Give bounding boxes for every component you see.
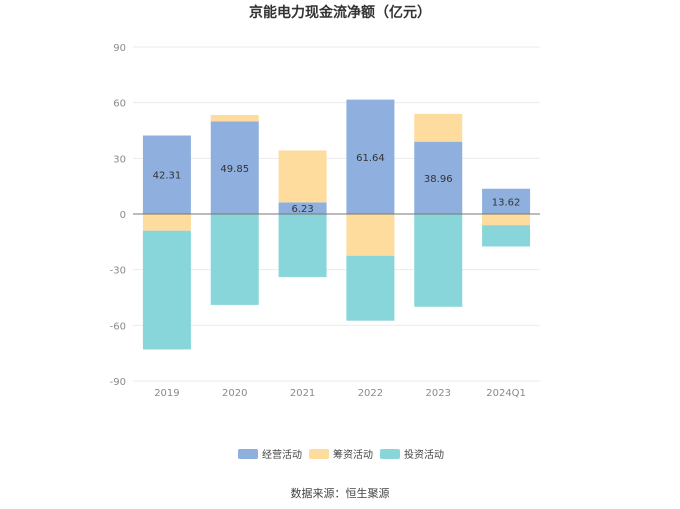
x-tick-label: 2020 [222,388,247,399]
y-tick-label: -30 [110,266,126,277]
y-tick-label: 90 [113,43,126,54]
data-label: 13.62 [492,197,521,208]
y-tick-label: -90 [110,377,126,388]
bar-1-2020 [210,115,259,122]
bar-2-2022 [346,255,395,321]
bar-2-2020 [210,214,259,305]
x-tick-label: 2021 [290,388,315,399]
legend: 经营活动 筹资活动 投资活动 [238,448,444,461]
legend-swatch [380,449,400,459]
bar-2-2023 [414,214,463,307]
grid-lines [133,46,540,382]
legend-label: 经营活动 [262,448,302,461]
data-label: 61.64 [356,153,385,164]
legend-swatch [309,449,329,459]
bar-0-2021 [278,202,327,214]
bar-1-2024Q1 [482,214,531,226]
bar-2-2024Q1 [482,225,531,247]
y-tick-label: -60 [110,321,126,332]
bar-1-2019 [142,214,191,231]
data-label: 38.96 [424,174,453,185]
bar-2-2019 [142,230,191,350]
x-tick-label: 2019 [154,388,179,399]
bar-2-2021 [278,214,327,278]
y-tick-label: 60 [113,99,126,110]
legend-swatch [238,449,258,459]
data-label: 49.85 [220,164,249,175]
bar-1-2023 [414,113,463,142]
data-label: 6.23 [291,204,313,215]
data-labels: 42.31 49.85 6.23 61.64 38.96 13.62 [153,153,521,215]
x-tick-label: 2022 [358,388,383,399]
bar-0-2022 [346,99,395,214]
bar-0-2023 [414,141,463,214]
legend-label: 筹资活动 [333,448,373,461]
bars [142,99,531,350]
y-tick-label: 0 [120,210,126,221]
bar-0-2020 [210,121,259,214]
data-source: 数据来源：恒生聚源 [291,486,390,500]
y-tick-label: 30 [113,154,126,165]
legend-label: 投资活动 [404,448,444,461]
x-axis-ticks: 2019 2020 2021 2022 2023 2024Q1 [154,388,526,399]
y-axis-ticks: 90 60 30 0 -30 -60 -90 [110,43,126,388]
chart-title: 京能电力现金流净额（亿元） [249,4,431,21]
x-tick-label: 2024Q1 [486,388,526,399]
bar-0-2019 [142,135,191,214]
x-tick-label: 2023 [426,388,451,399]
data-label: 42.31 [153,171,182,182]
bar-0-2024Q1 [482,188,531,214]
bar-1-2022 [346,214,395,256]
bar-1-2021 [278,150,327,203]
